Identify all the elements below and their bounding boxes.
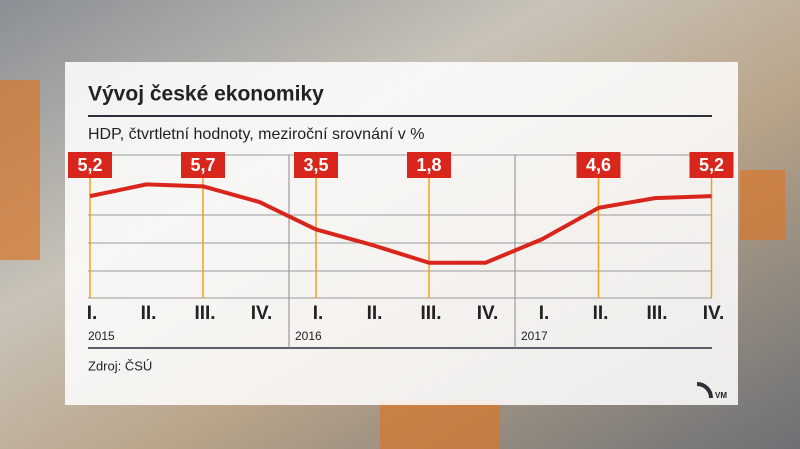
value-label: 5,2 bbox=[689, 152, 734, 178]
svg-text:VM: VM bbox=[715, 391, 727, 400]
x-tick-label: III. bbox=[646, 303, 667, 324]
value-label: 1,8 bbox=[407, 152, 451, 178]
x-tick-label: II. bbox=[367, 303, 383, 324]
x-tick-label: III. bbox=[420, 303, 441, 324]
robot-decor bbox=[0, 80, 40, 260]
value-label-text: 4,6 bbox=[586, 155, 611, 175]
x-tick-label: I. bbox=[87, 303, 98, 324]
value-label-text: 3,5 bbox=[303, 155, 328, 175]
value-label: 4,6 bbox=[576, 152, 621, 178]
value-label-box bbox=[181, 152, 225, 178]
panel bbox=[65, 62, 738, 405]
value-label-box bbox=[407, 152, 451, 178]
chart-subtitle: HDP, čtvrtletní hodnoty, meziroční srovn… bbox=[88, 126, 424, 143]
x-tick-label: IV. bbox=[703, 303, 725, 324]
robot-decor bbox=[740, 170, 785, 240]
year-label: 2016 bbox=[295, 329, 322, 343]
logo: VM bbox=[696, 382, 727, 400]
year-label: 2015 bbox=[88, 329, 115, 343]
value-label-text: 5,2 bbox=[699, 155, 724, 175]
year-label: 2017 bbox=[521, 329, 548, 343]
x-tick-label: IV. bbox=[251, 303, 273, 324]
x-tick-label: I. bbox=[313, 303, 324, 324]
x-tick-label: IV. bbox=[477, 303, 499, 324]
robot-decor bbox=[380, 400, 500, 449]
x-tick-label: III. bbox=[194, 303, 215, 324]
x-tick-label: II. bbox=[141, 303, 157, 324]
value-label-text: 5,2 bbox=[77, 155, 102, 175]
value-label: 3,5 bbox=[294, 152, 338, 178]
value-label-box bbox=[294, 152, 338, 178]
value-label: 5,7 bbox=[181, 152, 225, 178]
value-label-box bbox=[68, 152, 112, 178]
x-tick-label: II. bbox=[593, 303, 609, 324]
source: Zdroj: ČSÚ bbox=[88, 358, 152, 373]
chart-title: Vývoj české ekonomiky bbox=[88, 83, 324, 106]
value-label-box bbox=[689, 152, 734, 178]
value-label-text: 1,8 bbox=[416, 155, 441, 175]
value-label-box bbox=[576, 152, 621, 178]
line-series bbox=[89, 182, 712, 265]
value-label-text: 5,7 bbox=[190, 155, 215, 175]
x-tick-label: I. bbox=[539, 303, 550, 324]
value-label: 5,2 bbox=[68, 152, 112, 178]
